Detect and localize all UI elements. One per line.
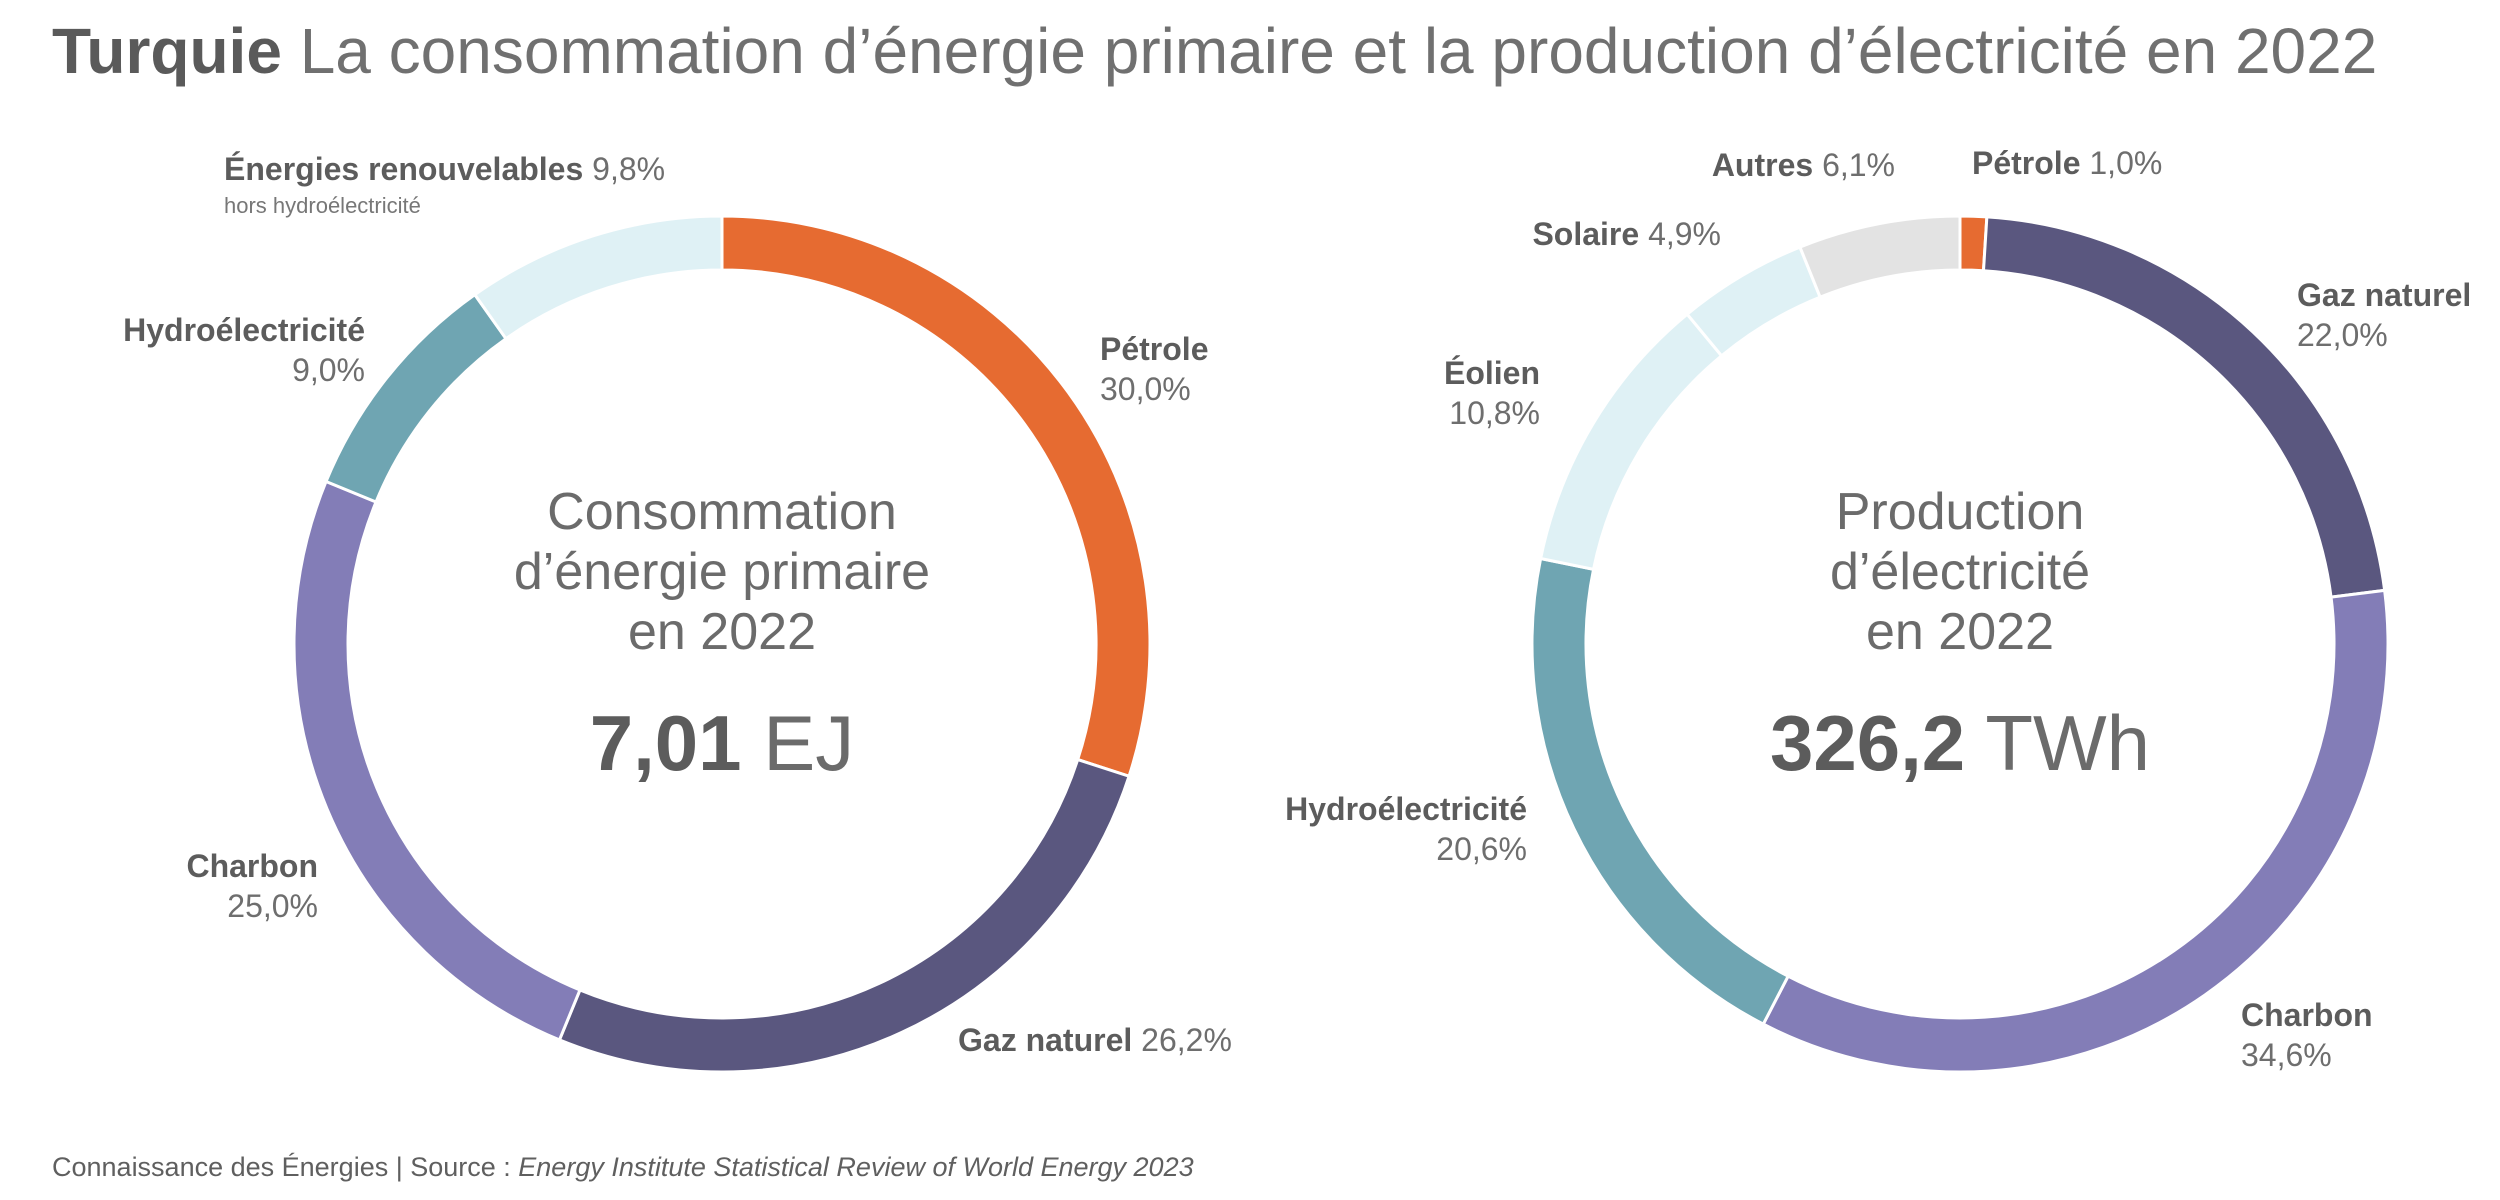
center-total-unit: TWh xyxy=(1965,699,2150,787)
slice-label-name: Charbon xyxy=(2241,997,2373,1033)
slice-label-name: Hydroélectricité xyxy=(123,312,365,348)
center-total: 7,01 EJ xyxy=(590,699,855,787)
slice-eolien xyxy=(1538,312,1724,572)
label-solaire: Solaire 4,9% xyxy=(1532,216,1721,252)
slice-solaire xyxy=(1685,245,1823,358)
slice-label-name: Pétrole xyxy=(1972,145,2080,181)
label-hydroelectricite: Hydroélectricité 9,0% xyxy=(123,312,365,388)
slice-label-value: 1,0% xyxy=(2080,145,2162,181)
title-text: La consommation d’énergie primaire et la… xyxy=(299,15,2378,87)
slice-label-value: 34,6% xyxy=(2241,1037,2332,1073)
slice-label-value: 22,0% xyxy=(2297,317,2388,353)
slice-label-value: 9,8% xyxy=(583,151,665,187)
title-country: Turquie xyxy=(52,15,282,87)
slice-label-value: 4,9% xyxy=(1639,216,1721,252)
slice-label-name: Éolien xyxy=(1444,355,1540,391)
slice-label-name: Énergies renouvelables xyxy=(224,151,583,187)
footer-prefix: Connaissance des Énergies | Source : xyxy=(52,1152,519,1182)
footer-source-title: Energy Institute Statistical Review of W… xyxy=(518,1152,1194,1182)
label-hydroelectricite: Hydroélectricité 20,6% xyxy=(1285,791,1527,867)
center-title-line-2: d’énergie primaire xyxy=(514,543,930,601)
slice-label-name: Gaz naturel xyxy=(958,1022,1132,1058)
sublabel-energies-renouvelables: hors hydroélectricité xyxy=(224,193,421,218)
center-title-line-1: Consommation xyxy=(547,483,897,541)
center-total-value: 7,01 xyxy=(590,699,742,787)
label-eolien: Éolien 10,8% xyxy=(1444,355,1540,431)
label-gaz-naturel: Gaz naturel 26,2% xyxy=(958,1022,1232,1058)
donut-chart-1: Pétrole 30,0% Gaz naturel 26,2% Charbon 25,0… xyxy=(123,151,1232,1074)
label-petrole: Pétrole 30,0% xyxy=(1100,331,1208,407)
slice-energies-renouvelables xyxy=(472,214,724,341)
center-total-value: 326,2 xyxy=(1770,699,1965,787)
slice-autres xyxy=(1797,214,1962,300)
slice-label-name: Solaire xyxy=(1532,216,1639,252)
center-title-line-3: en 2022 xyxy=(1866,603,2054,661)
slice-label-value: 9,0% xyxy=(292,352,365,388)
donut-chart-2: Pétrole 1,0% Gaz naturel 22,0% Charbon 34,6%… xyxy=(1285,145,2471,1074)
label-petrole: Pétrole 1,0% xyxy=(1972,145,2162,181)
center-total: 326,2 TWh xyxy=(1770,699,2150,787)
slice-label-name: Pétrole xyxy=(1100,331,1208,367)
slice-label-name: Gaz naturel xyxy=(2297,277,2471,313)
slice-label-name: Autres xyxy=(1712,147,1813,183)
chart-title: Turquie La consommation d’énergie primai… xyxy=(52,14,2377,88)
center-title-line-1: Production xyxy=(1836,483,2085,541)
slice-label-value: 20,6% xyxy=(1436,831,1527,867)
slice-label-value: 26,2% xyxy=(1132,1022,1232,1058)
label-energies-renouvelables: Énergies renouvelables 9,8% xyxy=(224,151,665,187)
center-title-line-2: d’électricité xyxy=(1830,543,2090,601)
slice-label-value: 25,0% xyxy=(227,888,318,924)
label-charbon: Charbon 25,0% xyxy=(186,848,318,924)
slice-label-value: 30,0% xyxy=(1100,371,1191,407)
slice-label-name: Charbon xyxy=(186,848,318,884)
label-autres: Autres 6,1% xyxy=(1712,147,1895,183)
label-charbon: Charbon 34,6% xyxy=(2241,997,2373,1073)
slice-label-value: 6,1% xyxy=(1813,147,1895,183)
slice-label-name: Hydroélectricité xyxy=(1285,791,1527,827)
slice-hydroelectricite xyxy=(1530,556,1791,1027)
center-total-unit: EJ xyxy=(742,699,855,787)
label-gaz-naturel: Gaz naturel 22,0% xyxy=(2297,277,2471,353)
slice-label-value: 10,8% xyxy=(1449,395,1540,431)
footer-source: Connaissance des Énergies | Source : Ene… xyxy=(52,1152,1194,1183)
center-title-line-3: en 2022 xyxy=(628,603,816,661)
